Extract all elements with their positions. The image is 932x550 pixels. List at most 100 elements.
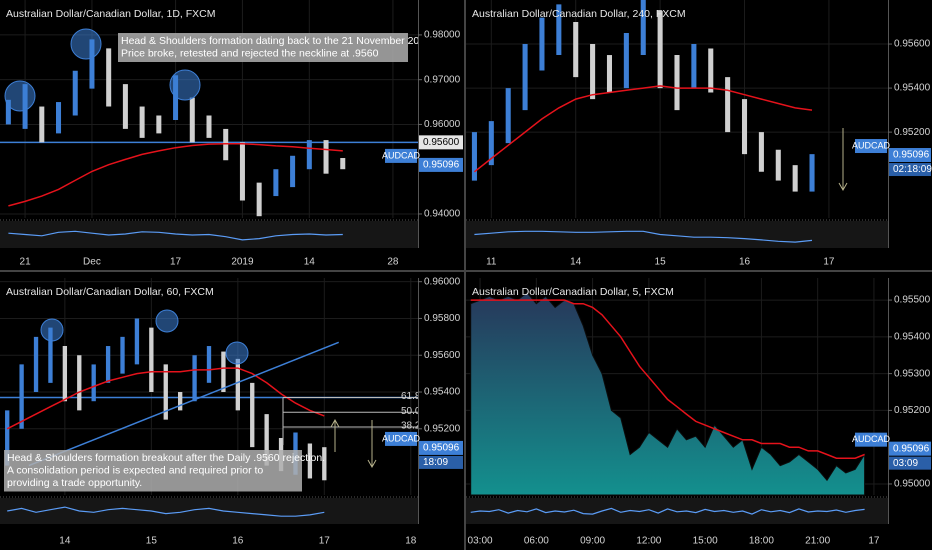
symbol-label: AUDCAD (382, 150, 421, 160)
panel: Australian Dollar/Canadian Dollar, 240, … (466, 0, 888, 248)
countdown-label: 18:09 (423, 457, 448, 468)
y-tick-label: 0.95000 (894, 479, 931, 490)
x-tick-label: 17 (868, 536, 880, 547)
x-tick-label: 21 (20, 257, 32, 268)
x-tick-label: 18:00 (749, 536, 774, 547)
pattern-circle (40, 318, 64, 342)
pattern-circle (225, 341, 249, 365)
countdown-box (419, 455, 463, 469)
x-tick-label: 14 (304, 257, 316, 268)
annotation-text: Head & Shoulders formation dating back t… (121, 35, 434, 47)
y-tick-label: 0.95800 (424, 313, 461, 324)
x-tick-label: 17 (170, 257, 182, 268)
moving-average (470, 299, 865, 459)
y-tick-label: 0.96000 (424, 276, 461, 287)
x-tick-label: 06:00 (524, 536, 549, 547)
panel-title: Australian Dollar/Canadian Dollar, 240, … (472, 8, 686, 20)
y-tick-label: 0.97000 (424, 74, 461, 85)
y-tick-label: 0.95200 (894, 127, 931, 138)
pattern-circle (70, 28, 102, 60)
oscillator-pane (0, 498, 418, 524)
level-label: 0.95600 (423, 137, 460, 148)
x-tick-label: 15:00 (693, 536, 718, 547)
moving-average (6, 367, 325, 430)
markup-shapes (4, 28, 249, 365)
y-tick-label: 0.95400 (424, 387, 461, 398)
level-label-box (419, 135, 463, 150)
oscillator-line (8, 230, 343, 241)
arrows (330, 128, 848, 469)
panel: 61.80 50.00 38.20 Australian Dollar/Canadia… (0, 278, 426, 524)
x-tick-label: 16 (739, 257, 751, 268)
y-tick-label: 0.94000 (424, 209, 461, 220)
x-tick-label: 2019 (231, 257, 254, 268)
x-tick-label: 12:00 (636, 536, 661, 547)
x-tick-label: 17 (319, 536, 331, 547)
y-tick-label: 0.95600 (894, 39, 931, 50)
last-price-box (889, 441, 931, 456)
last-price-label: 0.95096 (893, 150, 930, 161)
y-tick-label: 0.95300 (894, 368, 931, 379)
symbol-box (385, 431, 417, 446)
oscillator-line (474, 230, 813, 243)
last-price-label: 0.95096 (423, 443, 460, 454)
x-tick-label: 16 (232, 536, 244, 547)
oscillator-pane (466, 221, 888, 248)
symbol-box (855, 432, 887, 447)
symbol-label: AUDCAD (852, 434, 891, 444)
x-tick-label: 09:00 (580, 536, 605, 547)
x-tick-label: Dec (83, 257, 101, 268)
panel-title: Australian Dollar/Canadian Dollar, 60, F… (6, 286, 214, 298)
annotation-text: Price broke, retested and rejected the n… (121, 47, 379, 59)
pattern-circle (4, 80, 36, 112)
oscillator-line (7, 506, 325, 517)
y-tick-label: 0.95400 (894, 331, 931, 342)
panel-title: Australian Dollar/Canadian Dollar, 1D, F… (6, 8, 216, 20)
panel-title: Australian Dollar/Canadian Dollar, 5, FX… (472, 286, 674, 298)
panel: Australian Dollar/Canadian Dollar, 1D, F… (0, 0, 434, 248)
x-tick-label: 14 (570, 257, 582, 268)
symbol-label: AUDCAD (382, 433, 421, 443)
trendline (28, 341, 340, 467)
x-tick-label: 11 (486, 257, 497, 268)
symbol-box (385, 148, 417, 163)
up-arrow (330, 418, 340, 452)
x-tick-label: 14 (59, 536, 71, 547)
x-tick-label: 03:00 (468, 536, 493, 547)
x-tick-label: 21:00 (805, 536, 830, 547)
y-tick-label: 0.95400 (894, 83, 931, 94)
fib-label: 50.00 (401, 406, 426, 417)
fib-label: 38.20 (401, 421, 426, 432)
annotation-text: providing a trade opportunity. (7, 477, 142, 489)
annotation-text: Head & Shoulders formation breakout afte… (7, 452, 325, 464)
moving-average (8, 142, 343, 207)
annotation-box (118, 33, 408, 62)
last-price-box (419, 157, 463, 172)
annotation-text: A consolidation period is expected and r… (7, 464, 263, 476)
countdown-label: 03:09 (893, 458, 918, 469)
fib-label: 61.80 (401, 391, 426, 402)
y-tick-label: 0.95600 (424, 350, 461, 361)
y-tick-label: 0.95200 (894, 405, 931, 416)
symbol-box (855, 139, 887, 154)
x-tick-label: 28 (387, 257, 399, 268)
panel: Australian Dollar/Canadian Dollar, 5, FX… (466, 278, 888, 524)
last-price-label: 0.95096 (893, 443, 930, 454)
moving-average (473, 85, 813, 173)
countdown-box (889, 163, 931, 177)
y-tick-label: 0.95200 (424, 423, 461, 434)
x-tick-label: 18 (405, 536, 417, 547)
y-tick-label: 0.96000 (424, 119, 461, 130)
pattern-circle (155, 309, 179, 333)
y-tick-label: 0.98000 (424, 30, 461, 41)
last-price-box (419, 440, 463, 455)
oscillator-line (470, 507, 865, 515)
annotation-box (4, 450, 302, 492)
down-arrow (838, 128, 848, 192)
countdown-box (889, 456, 931, 470)
x-tick-label: 15 (655, 257, 667, 268)
last-price-box (889, 148, 931, 163)
y-tick-label: 0.95500 (894, 295, 931, 306)
